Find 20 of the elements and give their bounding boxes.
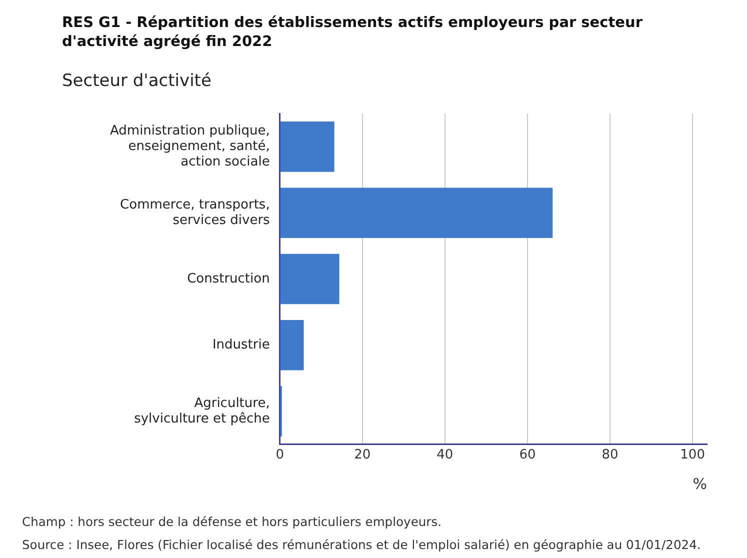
x-tick-label: 0 [276, 448, 284, 463]
x-tick-label: 80 [602, 448, 618, 463]
y-tick-label: Construction [187, 271, 270, 286]
text: Champ : hors secteur de la défense et hors particuliers employeurs. [22, 514, 443, 531]
x-axis-title: % [692, 474, 707, 493]
y-tick-label: Administration publique, enseignement, santé, action sociale [110, 123, 270, 170]
bar [280, 188, 553, 238]
x-tick-label: 40 [436, 448, 454, 463]
y-axis-title: Secteur d'activité [62, 71, 212, 91]
bar [280, 122, 334, 172]
x-tick-label: 20 [354, 448, 371, 463]
x-tick-label: 100 [680, 448, 705, 463]
bar [280, 320, 304, 370]
bar [280, 254, 340, 304]
y-tick-label: Commerce, transports, services divers [120, 197, 270, 228]
chart-title: RES G1 - Répartition des établissements actifs employeurs par secteur d'activité agrégé fin 2022 [62, 14, 644, 52]
x-tick-label: 60 [519, 448, 536, 463]
y-tick-label: Agriculture, sylviculture et pêche [134, 396, 270, 426]
y-tick-label: Industrie [212, 338, 270, 353]
source-note: Source : Insee, Flores (Fichier localisé des rémunérations et de l'emploi salarié) en géographie au 01/01/2024. [22, 537, 701, 554]
